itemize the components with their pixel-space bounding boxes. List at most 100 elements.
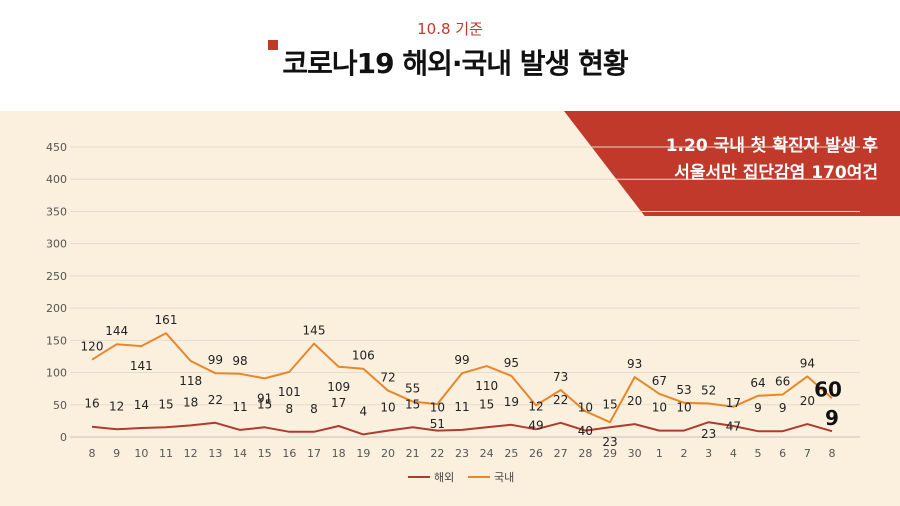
- data-label: 161: [155, 313, 178, 327]
- y-tick-label: 200: [46, 302, 67, 315]
- x-tick-label: 9: [113, 447, 120, 460]
- data-label: 10: [430, 401, 445, 415]
- header: 10.8 기준 코로나19 해외·국내 발생 현황: [0, 0, 900, 111]
- x-tick-label: 25: [504, 447, 518, 460]
- data-label: 109: [327, 380, 350, 394]
- data-label: 15: [479, 397, 494, 411]
- data-label: 10: [578, 401, 593, 415]
- data-label: 8: [286, 402, 294, 416]
- data-label: 12: [528, 399, 543, 413]
- x-tick-label: 19: [356, 447, 370, 460]
- data-label: 99: [208, 353, 223, 367]
- data-label: 23: [602, 435, 617, 449]
- data-label: 15: [405, 397, 420, 411]
- data-label: 20: [800, 394, 815, 408]
- x-tick-label: 6: [779, 447, 786, 460]
- data-label: 22: [208, 393, 223, 407]
- data-label: 52: [701, 383, 716, 397]
- y-tick-label: 100: [46, 367, 67, 380]
- x-tick-label: 24: [480, 447, 494, 460]
- data-label: 14: [134, 398, 149, 412]
- banner-text: 1.20 국내 첫 확진자 발생 후 서울서만 집단감염 170여건: [618, 133, 878, 187]
- x-tick-label: 10: [134, 447, 148, 460]
- x-tick-label: 27: [554, 447, 568, 460]
- data-label: 9: [779, 401, 787, 415]
- y-tick-label: 450: [46, 141, 67, 154]
- data-label: 15: [158, 397, 173, 411]
- title-marker: [268, 40, 279, 50]
- data-label: 4: [360, 404, 368, 418]
- data-label: 94: [800, 356, 815, 370]
- date-label: 10.8 기준: [417, 20, 483, 38]
- data-label: 23: [701, 427, 716, 441]
- data-label: 95: [504, 356, 519, 370]
- y-tick-label: 350: [46, 205, 67, 218]
- legend-label: 해외: [434, 470, 454, 484]
- y-tick-label: 50: [53, 399, 67, 412]
- data-label: 66: [775, 374, 790, 388]
- x-tick-label: 2: [681, 447, 688, 460]
- y-tick-label: 250: [46, 270, 67, 283]
- x-tick-label: 22: [430, 447, 444, 460]
- x-tick-label: 5: [755, 447, 762, 460]
- y-tick-label: 0: [60, 431, 67, 444]
- data-label: 110: [475, 379, 498, 393]
- x-tick-label: 14: [233, 447, 247, 460]
- x-tick-label: 29: [603, 447, 617, 460]
- data-label: 141: [130, 359, 153, 373]
- data-label: 120: [81, 340, 104, 354]
- x-tick-label: 7: [804, 447, 811, 460]
- data-label: 16: [84, 397, 99, 411]
- x-tick-label: 20: [381, 447, 395, 460]
- data-label: 12: [109, 399, 124, 413]
- data-label: 40: [578, 424, 593, 438]
- data-label: 72: [380, 371, 395, 385]
- legend-label: 국내: [494, 471, 514, 484]
- x-tick-label: 8: [829, 447, 836, 460]
- data-label: 106: [352, 349, 375, 363]
- series-line-domestic: [91, 332, 833, 424]
- data-label: 118: [179, 374, 202, 388]
- data-label: 11: [454, 400, 469, 414]
- x-tick-label: 18: [332, 447, 346, 460]
- banner-line-1: 1.20 국내 첫 확진자 발생 후: [665, 136, 878, 156]
- data-label: 15: [257, 397, 272, 411]
- banner-line-2: 서울서만 집단감염 170여건: [674, 163, 878, 183]
- data-label: 98: [232, 354, 247, 368]
- x-tick-label: 23: [455, 447, 469, 460]
- data-label: 91: [257, 391, 272, 405]
- data-label-latest-domestic: 60: [814, 377, 842, 401]
- data-label: 11: [232, 400, 247, 414]
- data-label: 9: [754, 401, 762, 415]
- data-label: 47: [726, 420, 741, 434]
- data-label: 19: [504, 395, 519, 409]
- data-label: 53: [676, 383, 691, 397]
- data-label: 67: [652, 374, 667, 388]
- x-tick-label: 15: [258, 447, 272, 460]
- data-label: 51: [430, 417, 445, 431]
- series-line-overseas: [91, 421, 833, 436]
- data-label: 22: [553, 393, 568, 407]
- data-label: 144: [105, 324, 128, 338]
- x-tick-label: 13: [208, 447, 222, 460]
- x-tick-label: 12: [184, 447, 198, 460]
- y-tick-label: 150: [46, 334, 67, 347]
- x-tick-label: 26: [529, 447, 543, 460]
- data-label-latest-overseas: 9: [825, 406, 839, 430]
- data-label: 8: [310, 402, 318, 416]
- page-title-text: 코로나19 해외·국내 발생 현황: [282, 47, 628, 80]
- data-label: 17: [331, 396, 346, 410]
- x-tick-label: 16: [282, 447, 296, 460]
- data-label: 49: [528, 418, 543, 432]
- x-tick-label: 8: [89, 447, 96, 460]
- y-tick-label: 400: [46, 173, 67, 186]
- data-label: 17: [726, 396, 741, 410]
- y-tick-label: 300: [46, 238, 67, 251]
- data-label: 55: [405, 382, 420, 396]
- x-tick-label: 21: [406, 447, 420, 460]
- page-title: 코로나19 해외·국내 발생 현황: [268, 40, 629, 82]
- data-label: 20: [627, 394, 642, 408]
- data-label: 101: [278, 385, 301, 399]
- data-label: 99: [454, 353, 469, 367]
